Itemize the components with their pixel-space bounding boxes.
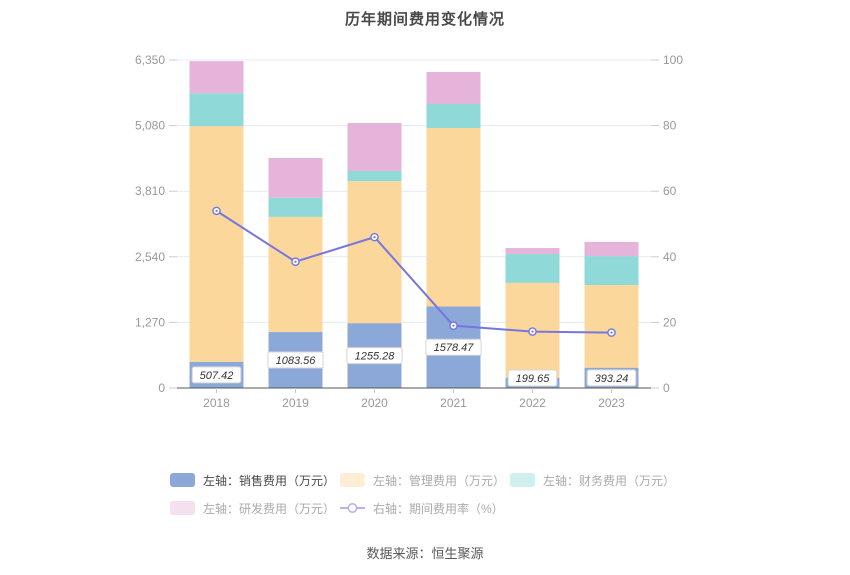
legend-item-expense-ratio[interactable]: 右轴：期间费用率（%）: [340, 494, 510, 522]
svg-text:20: 20: [663, 315, 677, 329]
rd-expense-swatch: [170, 501, 195, 515]
chart-legend: 左轴：销售费用（万元） 左轴：管理费用（万元） 左轴：财务费用（万元） 左轴：研…: [170, 466, 690, 522]
legend-item-finance-expense[interactable]: 左轴：财务费用（万元）: [510, 466, 680, 494]
data-source-caption: 数据来源：恒生聚源: [366, 546, 484, 561]
svg-text:40: 40: [663, 250, 677, 264]
legend-label: 左轴：财务费用（万元）: [543, 473, 676, 488]
svg-text:3,810: 3,810: [135, 184, 165, 198]
svg-text:2019: 2019: [282, 396, 309, 410]
svg-text:0: 0: [663, 381, 670, 395]
stacked-bar-line-chart[interactable]: 0 0 1,270 20 2,540 40 3,810 60 5,080 80 6,350 100 20…: [0, 0, 850, 435]
legend-item-sales-expense[interactable]: 左轴：销售费用（万元）: [170, 466, 340, 494]
legend-label: 左轴：研发费用（万元）: [203, 501, 336, 516]
svg-text:2,540: 2,540: [135, 250, 165, 264]
svg-text:0: 0: [158, 381, 165, 395]
svg-text:1578.47: 1578.47: [434, 342, 475, 354]
svg-text:393.24: 393.24: [595, 373, 629, 385]
finance-expense-swatch: [510, 473, 535, 487]
legend-item-admin-expense[interactable]: 左轴：管理费用（万元）: [340, 466, 510, 494]
svg-text:5,080: 5,080: [135, 119, 165, 133]
svg-text:60: 60: [663, 184, 677, 198]
svg-text:2020: 2020: [361, 396, 388, 410]
svg-text:2023: 2023: [598, 396, 625, 410]
legend-label: 左轴：销售费用（万元）: [203, 473, 336, 488]
svg-text:2021: 2021: [440, 396, 467, 410]
svg-text:1255.28: 1255.28: [355, 351, 396, 363]
svg-text:100: 100: [663, 53, 683, 67]
svg-text:199.65: 199.65: [516, 373, 551, 385]
svg-text:2022: 2022: [519, 396, 546, 410]
chart-title: 历年期间费用变化情况: [344, 11, 505, 28]
admin-expense-swatch: [340, 473, 365, 487]
legend-label: 左轴：管理费用（万元）: [373, 473, 506, 488]
line-series-icon: [340, 503, 365, 513]
svg-text:507.42: 507.42: [200, 370, 234, 382]
svg-text:1,270: 1,270: [135, 315, 165, 329]
legend-item-rd-expense[interactable]: 左轴：研发费用（万元）: [170, 494, 340, 522]
sales-expense-swatch: [170, 473, 195, 487]
legend-label: 右轴：期间费用率（%）: [373, 501, 504, 516]
svg-text:6,350: 6,350: [135, 53, 165, 67]
svg-text:2018: 2018: [203, 396, 230, 410]
svg-text:80: 80: [663, 119, 677, 133]
svg-text:1083.56: 1083.56: [276, 355, 317, 367]
